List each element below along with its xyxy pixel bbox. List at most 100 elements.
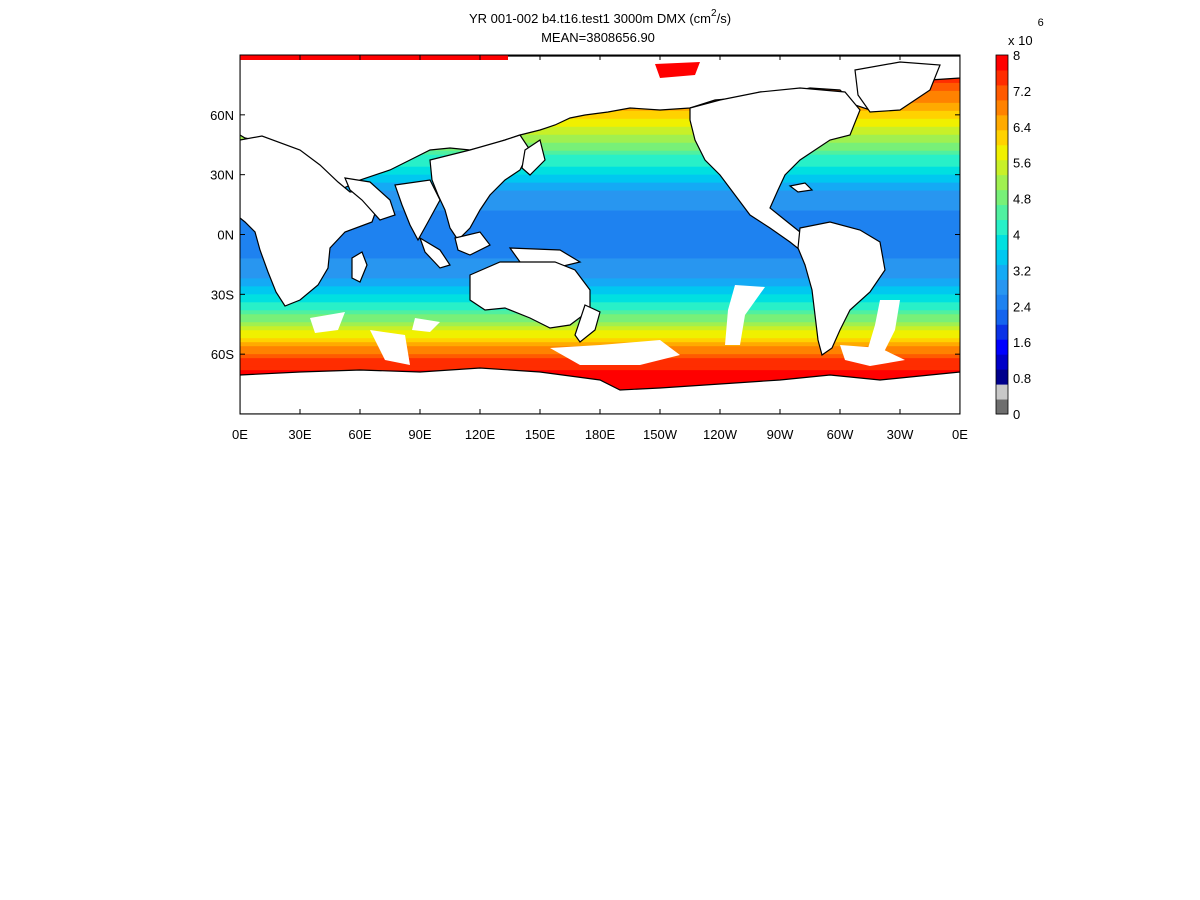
colorbar-tick-label: 4 — [1013, 228, 1020, 243]
mask-pacific-antarctic-ridge — [550, 340, 680, 365]
ocean-band — [240, 334, 960, 339]
colorbar-swatch — [996, 399, 1008, 415]
ocean-band — [240, 278, 960, 283]
ocean-band — [240, 142, 960, 148]
ocean-band — [240, 162, 960, 168]
colorbar-swatch — [996, 55, 1008, 71]
colorbar-swatch — [996, 84, 1008, 101]
ocean-band — [240, 238, 960, 244]
x-tick-label: 30W — [887, 427, 914, 442]
colorbar-swatch — [996, 294, 1008, 310]
ocean-band — [240, 126, 960, 132]
land-borneo — [454, 231, 491, 256]
ocean-band — [240, 154, 960, 160]
ocean-band — [240, 150, 960, 156]
colorbar-swatch — [996, 69, 1008, 86]
mask-kerguelen — [412, 318, 440, 332]
colorbar-swatch — [996, 144, 1008, 161]
ocean-band — [240, 218, 960, 224]
title-superscript: 2 — [711, 8, 717, 19]
ocean-band — [240, 242, 960, 248]
ocean-band — [240, 166, 960, 172]
mask-southeast-indian-ridge — [370, 330, 410, 365]
mask-scotia-arc — [840, 345, 905, 366]
colorbar-swatch — [996, 384, 1008, 400]
arctic-cell-left — [240, 55, 508, 60]
colorbar-tick-label: 2.4 — [1013, 299, 1031, 314]
ocean-band — [240, 222, 960, 228]
ocean-band — [240, 314, 960, 319]
land-north-america — [689, 87, 861, 251]
colorbar-exponent: x 106 — [1008, 17, 1044, 48]
ocean-band — [240, 114, 960, 120]
ocean-band — [240, 246, 960, 252]
ocean-band — [240, 186, 960, 192]
ocean-band — [240, 118, 960, 124]
land-sumatra — [418, 236, 451, 269]
ocean-band — [240, 258, 960, 264]
land-japan — [521, 139, 546, 176]
ocean-band — [240, 318, 960, 323]
ocean-band — [240, 370, 960, 375]
colorbar-swatch — [996, 189, 1008, 206]
mask-mid-atlantic-ridge — [866, 300, 900, 360]
land-new-zealand — [574, 304, 601, 343]
ocean-band — [240, 138, 960, 144]
y-tick-label: 0N — [217, 228, 234, 243]
colorbar-tick-label: 5.6 — [1013, 156, 1031, 171]
mask-southwest-indian-ridge — [310, 312, 345, 333]
colorbar-tick-label: 6.4 — [1013, 120, 1031, 135]
x-tick-label: 180E — [585, 427, 616, 442]
ocean-band — [240, 230, 960, 236]
y-tick-label: 60S — [211, 347, 234, 362]
land-arabia — [344, 177, 396, 221]
ocean-band — [240, 214, 960, 220]
land-africa — [240, 135, 379, 307]
y-axis: 60N 30N 0N 30S 60S — [210, 108, 960, 362]
land-madagascar — [351, 251, 368, 283]
ocean-band — [240, 286, 960, 291]
ocean-band — [240, 262, 960, 268]
colorbar-exponent-power: 6 — [1038, 17, 1044, 29]
arctic-cell-center — [655, 62, 700, 78]
ocean-band — [240, 158, 960, 164]
ocean-band — [240, 282, 960, 287]
x-axis: 0E 30E 60E 90E 120E 150E 180E 150W 120W 90W 60W 30W… — [232, 55, 968, 442]
colorbar-swatch — [996, 324, 1008, 340]
ocean-band — [240, 374, 960, 379]
ocean-band — [240, 190, 960, 196]
colorbar-swatch — [996, 114, 1008, 131]
ocean-band — [240, 170, 960, 176]
colorbar-swatch — [996, 129, 1008, 146]
ocean-band — [240, 366, 960, 371]
x-tick-label: 0E — [232, 427, 248, 442]
land-antarctica — [240, 367, 960, 414]
ocean-band — [240, 198, 960, 204]
x-tick-label: 150E — [525, 427, 556, 442]
colorbar-tick-label: 0 — [1013, 407, 1020, 422]
colorbar-swatch — [996, 279, 1008, 295]
colorbar-tick-label: 1.6 — [1013, 335, 1031, 350]
x-tick-label: 30E — [288, 427, 311, 442]
x-tick-label: 90W — [767, 427, 794, 442]
x-tick-label: 120E — [465, 427, 496, 442]
land-caribbean — [788, 182, 814, 193]
ocean-band — [240, 306, 960, 311]
land-greenland — [854, 61, 941, 113]
colorbar-tick-label: 8 — [1013, 48, 1020, 63]
colorbar-swatch — [996, 219, 1008, 235]
y-tick-label: 30S — [211, 287, 234, 302]
ocean-band — [240, 322, 960, 327]
ocean-band — [240, 250, 960, 256]
colorbar-tick-label: 4.8 — [1013, 192, 1031, 207]
x-tick-label: 60E — [348, 427, 371, 442]
colorbar: 8 7.2 6.4 5.6 4.8 4 3.2 2.4 1.6 0.8 0 — [995, 48, 1031, 422]
ocean-band — [240, 266, 960, 271]
colorbar-tick-label: 3.2 — [1013, 263, 1031, 278]
ocean-band — [240, 210, 960, 216]
ocean-band — [240, 330, 960, 335]
colorbar-swatch — [996, 159, 1008, 176]
ocean-band — [240, 298, 960, 303]
ocean-band — [240, 206, 960, 212]
